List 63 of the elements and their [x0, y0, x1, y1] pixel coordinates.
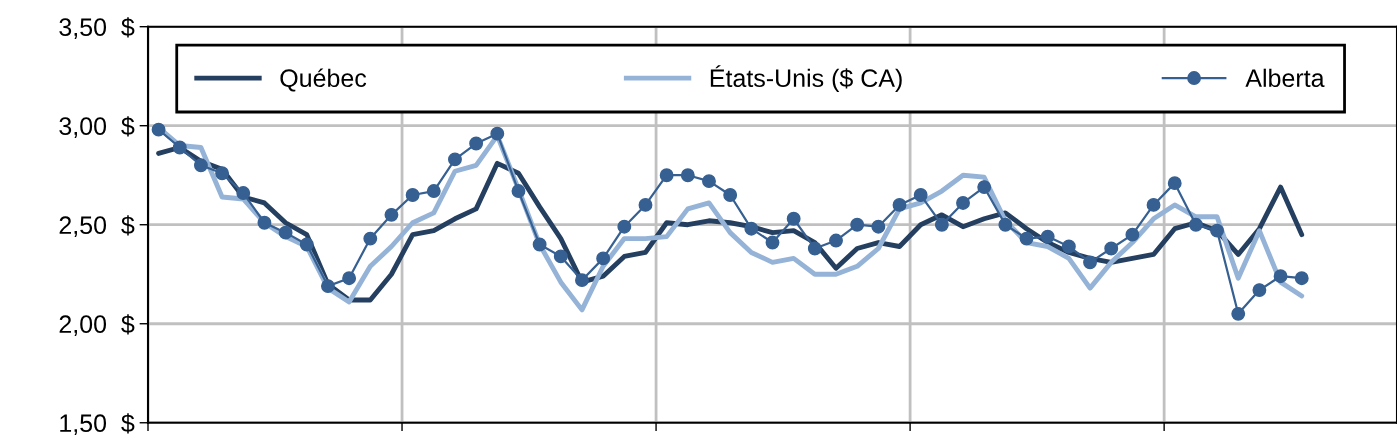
y-tick-label: 1,50 $: [60, 413, 135, 436]
y-tick-label: 2,00 $: [59, 314, 135, 336]
point: [1294, 271, 1309, 286]
point: [807, 241, 822, 256]
point: [1146, 197, 1161, 212]
point: [702, 174, 716, 189]
point: [1188, 217, 1203, 232]
point: [638, 197, 653, 212]
point: [151, 122, 166, 137]
point: [469, 136, 484, 151]
point: [278, 225, 293, 240]
point: [490, 126, 505, 141]
point: [384, 207, 399, 222]
point: [1273, 269, 1288, 284]
point: [871, 219, 886, 234]
point: [405, 188, 420, 202]
point: [1210, 223, 1225, 238]
point: [193, 158, 208, 173]
point: [257, 215, 272, 230]
point: [617, 219, 632, 234]
point: [680, 168, 695, 183]
point: [172, 140, 187, 155]
point: [299, 237, 314, 252]
point: [236, 186, 251, 200]
point: [215, 166, 230, 181]
point: [1104, 241, 1119, 256]
point: [363, 231, 378, 246]
point: [1019, 231, 1034, 246]
point: [744, 221, 759, 236]
y-tick-label: 3,50 $: [59, 17, 135, 39]
point: [977, 180, 992, 195]
point: [998, 217, 1013, 232]
point: [511, 184, 526, 199]
point: [575, 273, 589, 288]
point: [765, 235, 780, 250]
point: [892, 197, 907, 212]
point: [913, 188, 928, 202]
point: [1252, 283, 1267, 298]
point: [426, 184, 441, 199]
legend-label: Québec: [280, 68, 367, 92]
point: [1167, 176, 1182, 191]
legend-label: États-Unis ($ CA): [710, 65, 902, 92]
point: [829, 233, 843, 248]
point: [1125, 227, 1140, 242]
point: [850, 217, 865, 232]
point: [553, 249, 568, 264]
point: [448, 152, 462, 167]
point: [320, 279, 335, 294]
point: [723, 188, 738, 202]
legend-label: Alberta: [1245, 68, 1325, 88]
point: [956, 195, 970, 210]
point: [532, 237, 547, 252]
y-tick-label: 3,00 $: [59, 116, 135, 138]
point: [659, 168, 674, 183]
y-tick-label: 2,50 $: [59, 215, 135, 237]
point: [1040, 229, 1055, 244]
point: [786, 211, 801, 226]
point: [596, 251, 611, 266]
point: [1083, 255, 1097, 270]
point: [934, 217, 949, 232]
point: [342, 271, 357, 286]
point: [1061, 239, 1076, 254]
point: [1231, 306, 1246, 321]
